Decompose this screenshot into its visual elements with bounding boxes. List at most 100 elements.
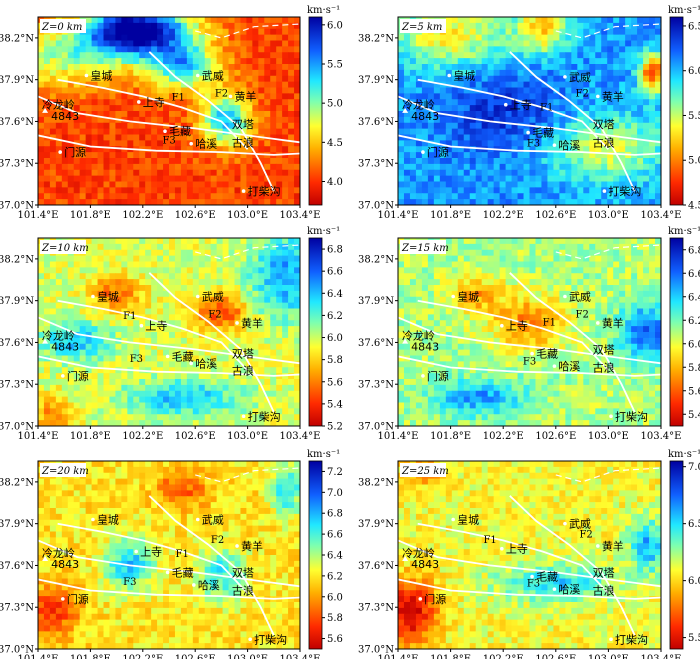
heatmap-cell: [139, 187, 146, 194]
heatmap-cell: [55, 40, 63, 47]
heatmap-cell: [192, 169, 200, 177]
heatmap-cell: [433, 64, 441, 71]
heatmap-cell: [517, 134, 525, 141]
heatmap-cell: [246, 69, 253, 77]
heatmap-cell: [240, 302, 247, 310]
heatmap-cell: [228, 181, 236, 188]
heatmap-cell: [43, 163, 51, 171]
heatmap-cell: [589, 296, 596, 304]
heatmap-cell: [174, 64, 182, 71]
heatmap-cell: [535, 140, 543, 147]
heatmap-cell: [625, 273, 632, 280]
heatmap-cell: [246, 308, 253, 315]
heatmap-cell: [43, 52, 51, 59]
heatmap-cell: [613, 134, 620, 141]
heatmap-cell: [571, 46, 578, 53]
heatmap-cell: [97, 408, 105, 415]
heatmap-cell: [240, 93, 247, 100]
heatmap-cell: [38, 52, 45, 59]
heatmap-cell: [631, 279, 638, 286]
heatmap-cell: [61, 193, 69, 200]
heatmap-cell: [174, 199, 182, 205]
heatmap-cell: [619, 34, 626, 42]
heatmap-cell: [439, 255, 447, 263]
heatmap-cell: [469, 58, 477, 65]
heatmap-cell: [127, 122, 134, 130]
heatmap-cell: [421, 193, 429, 200]
heatmap-cell: [433, 146, 441, 153]
heatmap-cell: [103, 22, 111, 30]
heatmap-cell: [487, 93, 495, 100]
heatmap-cell: [481, 296, 489, 304]
heatmap-cell: [499, 34, 507, 42]
heatmap-cell: [403, 175, 411, 183]
heatmap-cell: [234, 367, 242, 374]
heatmap-cell: [655, 238, 661, 245]
heatmap-cell: [433, 40, 441, 47]
heatmap-cell: [133, 64, 140, 71]
fault-label: F1: [540, 102, 553, 113]
heatmap-cell: [463, 111, 471, 118]
heatmap-cell: [631, 75, 638, 83]
heatmap-cell: [282, 75, 289, 83]
heatmap-cell: [145, 17, 152, 24]
heatmap-cell: [97, 17, 105, 24]
heatmap-cell: [73, 402, 81, 409]
heatmap-cell: [186, 367, 194, 374]
heatmap-cell: [139, 414, 146, 421]
heatmap-cell: [139, 349, 146, 357]
heatmap-cell: [264, 93, 271, 100]
heatmap-cell: [577, 111, 584, 118]
heatmap-cell: [222, 152, 230, 159]
heatmap-cell: [49, 46, 57, 53]
heatmap-cell: [127, 355, 134, 362]
heatmap-cell: [133, 87, 140, 94]
heatmap-cell: [174, 279, 182, 286]
heatmap-cell: [276, 158, 283, 165]
heatmap-cell: [276, 22, 283, 30]
heatmap-cell: [228, 249, 236, 257]
heatmap-cell: [505, 273, 513, 280]
heatmap-cell: [234, 69, 242, 77]
heatmap-cell: [559, 243, 566, 251]
heatmap-cell: [276, 69, 283, 77]
heatmap-cell: [204, 302, 212, 310]
heatmap-cell: [169, 238, 176, 245]
heatmap-cell: [180, 390, 188, 398]
heatmap-cell: [547, 122, 555, 130]
heatmap-cell: [589, 152, 596, 159]
heatmap-cell: [511, 290, 519, 298]
heatmap-cell: [258, 64, 265, 71]
heatmap-cell: [204, 69, 212, 77]
heatmap-cell: [157, 128, 164, 136]
x-tick-label: 101.8°E: [70, 431, 111, 442]
heatmap-cell: [73, 146, 81, 153]
heatmap-cell: [151, 261, 158, 268]
heatmap-cell: [246, 193, 253, 200]
heatmap-cell: [139, 163, 146, 171]
heatmap-cell: [535, 290, 543, 298]
heatmap-cell: [61, 75, 69, 83]
heatmap-cell: [270, 52, 277, 59]
heatmap-cell: [427, 128, 435, 136]
heatmap: [38, 238, 300, 426]
heatmap-cell: [169, 267, 176, 274]
heatmap-cell: [115, 52, 122, 59]
heatmap-cell: [451, 40, 459, 47]
heatmap-cell: [631, 163, 638, 171]
heatmap-cell: [613, 81, 620, 89]
heatmap-cell: [240, 390, 247, 398]
heatmap-cell: [151, 249, 158, 257]
heatmap-cell: [222, 261, 230, 268]
heatmap-cell: [398, 75, 405, 83]
heatmap-cell: [415, 58, 423, 65]
heatmap-cell: [469, 105, 477, 112]
heatmap-cell: [589, 169, 596, 177]
heatmap-cell: [109, 146, 116, 153]
heatmap-cell: [109, 396, 116, 404]
heatmap-cell: [294, 169, 300, 177]
heatmap-cell: [73, 349, 81, 357]
heatmap-cell: [91, 199, 99, 205]
heatmap-cell: [517, 46, 525, 53]
heatmap-cell: [535, 238, 543, 245]
